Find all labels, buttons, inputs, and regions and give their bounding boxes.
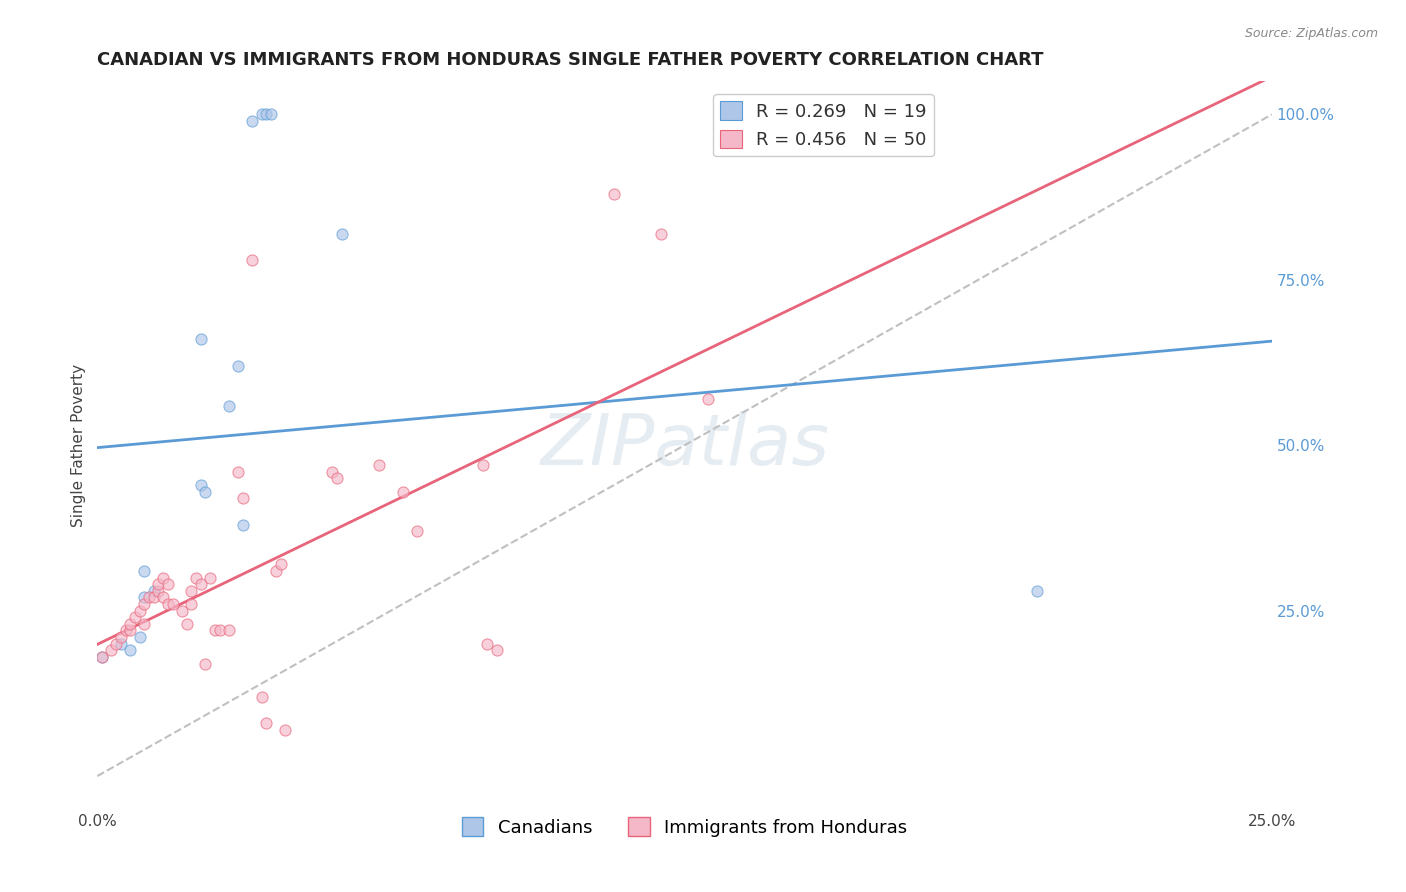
Point xyxy=(128,604,150,618)
Point xyxy=(256,716,278,731)
Text: CANADIAN VS IMMIGRANTS FROM HONDURAS SINGLE FATHER POVERTY CORRELATION CHART: CANADIAN VS IMMIGRANTS FROM HONDURAS SIN… xyxy=(97,51,1043,69)
Point xyxy=(142,583,165,598)
Point xyxy=(170,604,193,618)
Point xyxy=(1026,583,1049,598)
Point xyxy=(603,186,626,201)
Point xyxy=(485,643,508,657)
Point xyxy=(218,624,240,638)
Point xyxy=(477,637,499,651)
Point xyxy=(110,630,132,644)
Point xyxy=(184,570,207,584)
Point xyxy=(226,359,249,373)
Point xyxy=(326,471,349,485)
Point xyxy=(190,332,212,346)
Point xyxy=(391,484,413,499)
Point xyxy=(270,558,292,572)
Point xyxy=(242,252,264,267)
Point xyxy=(148,577,170,591)
Point xyxy=(134,564,156,578)
Point xyxy=(260,107,283,121)
Point xyxy=(148,583,170,598)
Point xyxy=(232,517,254,532)
Point xyxy=(405,524,427,539)
Point xyxy=(250,107,273,121)
Point xyxy=(226,465,249,479)
Point xyxy=(138,591,160,605)
Text: ZIPatlas: ZIPatlas xyxy=(540,410,830,480)
Point xyxy=(156,577,179,591)
Point xyxy=(194,657,217,671)
Point xyxy=(162,597,184,611)
Point xyxy=(368,458,391,472)
Point xyxy=(120,643,142,657)
Point xyxy=(105,637,128,651)
Point xyxy=(180,583,202,598)
Point xyxy=(128,630,150,644)
Point xyxy=(697,392,720,406)
Point xyxy=(218,399,240,413)
Point xyxy=(204,624,226,638)
Point xyxy=(190,577,212,591)
Point xyxy=(120,624,142,638)
Text: Source: ZipAtlas.com: Source: ZipAtlas.com xyxy=(1244,27,1378,40)
Point xyxy=(110,637,132,651)
Point xyxy=(91,650,114,665)
Point xyxy=(274,723,297,737)
Point xyxy=(250,690,273,704)
Point xyxy=(152,570,174,584)
Point xyxy=(152,591,174,605)
Point xyxy=(232,491,254,505)
Point xyxy=(471,458,494,472)
Y-axis label: Single Father Poverty: Single Father Poverty xyxy=(72,364,86,527)
Point xyxy=(91,650,114,665)
Point xyxy=(124,610,146,624)
Point xyxy=(156,597,179,611)
Point xyxy=(134,616,156,631)
Point xyxy=(256,107,278,121)
Legend: Canadians, Immigrants from Honduras: Canadians, Immigrants from Honduras xyxy=(454,810,915,844)
Point xyxy=(198,570,221,584)
Point xyxy=(180,597,202,611)
Point xyxy=(330,227,353,241)
Point xyxy=(134,597,156,611)
Point xyxy=(321,465,343,479)
Point xyxy=(264,564,287,578)
Point xyxy=(120,616,142,631)
Point xyxy=(194,484,217,499)
Point xyxy=(242,114,264,128)
Point xyxy=(114,624,136,638)
Point xyxy=(100,643,122,657)
Point xyxy=(650,227,672,241)
Point xyxy=(190,478,212,492)
Point xyxy=(142,591,165,605)
Point xyxy=(134,591,156,605)
Point xyxy=(208,624,231,638)
Point xyxy=(176,616,198,631)
